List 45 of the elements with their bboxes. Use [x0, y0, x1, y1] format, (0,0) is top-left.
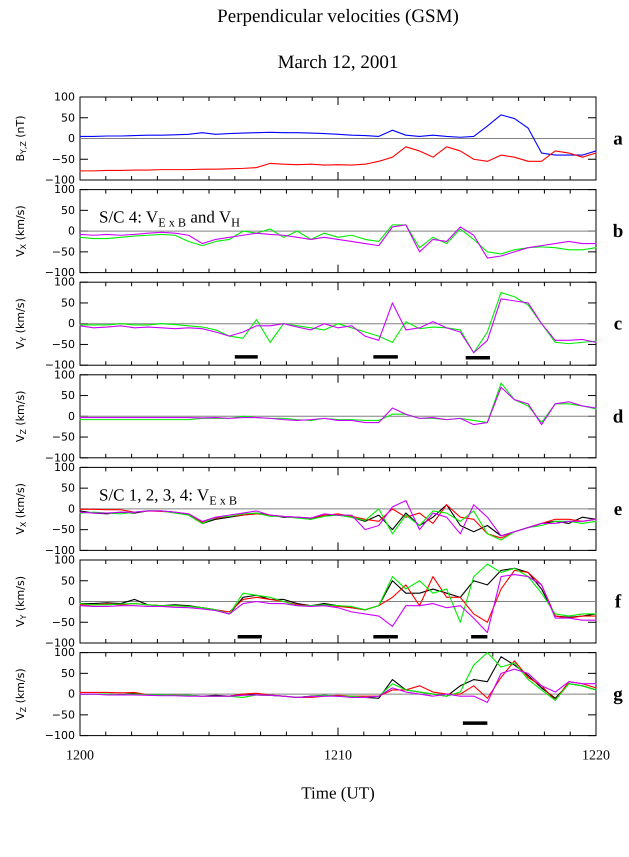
y-tick-label: 100 [54, 183, 75, 196]
y-tick-label: −50 [52, 430, 75, 444]
text: f [614, 592, 622, 612]
annotation: S/C 1, 2, 3, 4: V$_{E x B}$ [99, 485, 238, 507]
x-tick-label: 1210 [324, 748, 352, 764]
line-series [79, 668, 597, 703]
text: g [613, 684, 624, 706]
chart-subtitle: March 12, 2001 [278, 52, 398, 73]
y-tick-label: 100 [54, 646, 75, 660]
y-tick-label: 0 [68, 317, 75, 330]
x-tick-label: 1220 [582, 748, 610, 764]
y-tick-label: 0 [68, 688, 75, 701]
y-tick-label: −100 [44, 729, 75, 742]
y-tick-label: 100 [54, 276, 75, 289]
y-tick-label: 50 [61, 389, 75, 402]
text: e [614, 498, 622, 520]
line-series [79, 114, 597, 156]
y-tick-label: 0 [68, 502, 75, 516]
y-tick-label: 50 [61, 111, 75, 124]
line-series [79, 574, 597, 634]
y-tick-label: 100 [54, 90, 75, 104]
y-tick-label: 50 [61, 482, 75, 495]
y-tick-label: 0 [68, 595, 75, 608]
text: d [612, 406, 624, 428]
chart-title: Perpendicular velocities (GSM) [217, 6, 459, 27]
y-tick-label: −50 [52, 245, 75, 258]
y-tick-label: −50 [52, 616, 75, 629]
y-tick-label: −50 [52, 523, 75, 536]
x-tick-label: 1200 [66, 748, 94, 764]
text: b [612, 221, 624, 242]
line-series [79, 146, 597, 172]
y-tick-label: 50 [61, 666, 75, 680]
y-tick-label: 0 [68, 410, 75, 423]
y-tick-label: 0 [68, 132, 75, 146]
y-tick-label: 50 [61, 574, 75, 588]
y-tick-label: −50 [52, 338, 75, 351]
text: a [613, 128, 624, 150]
y-tick-label: −50 [52, 708, 75, 722]
x-axis-title: Time (UT) [301, 784, 375, 803]
y-tick-label: −50 [52, 152, 75, 166]
text: c [614, 314, 622, 335]
y-tick-label: 50 [61, 204, 75, 217]
y-tick-label: 0 [68, 224, 75, 238]
annotation: S/C 4: V$_{E x B}$ and V$_{H}$ [99, 208, 240, 230]
y-tick-label: 50 [61, 296, 75, 310]
